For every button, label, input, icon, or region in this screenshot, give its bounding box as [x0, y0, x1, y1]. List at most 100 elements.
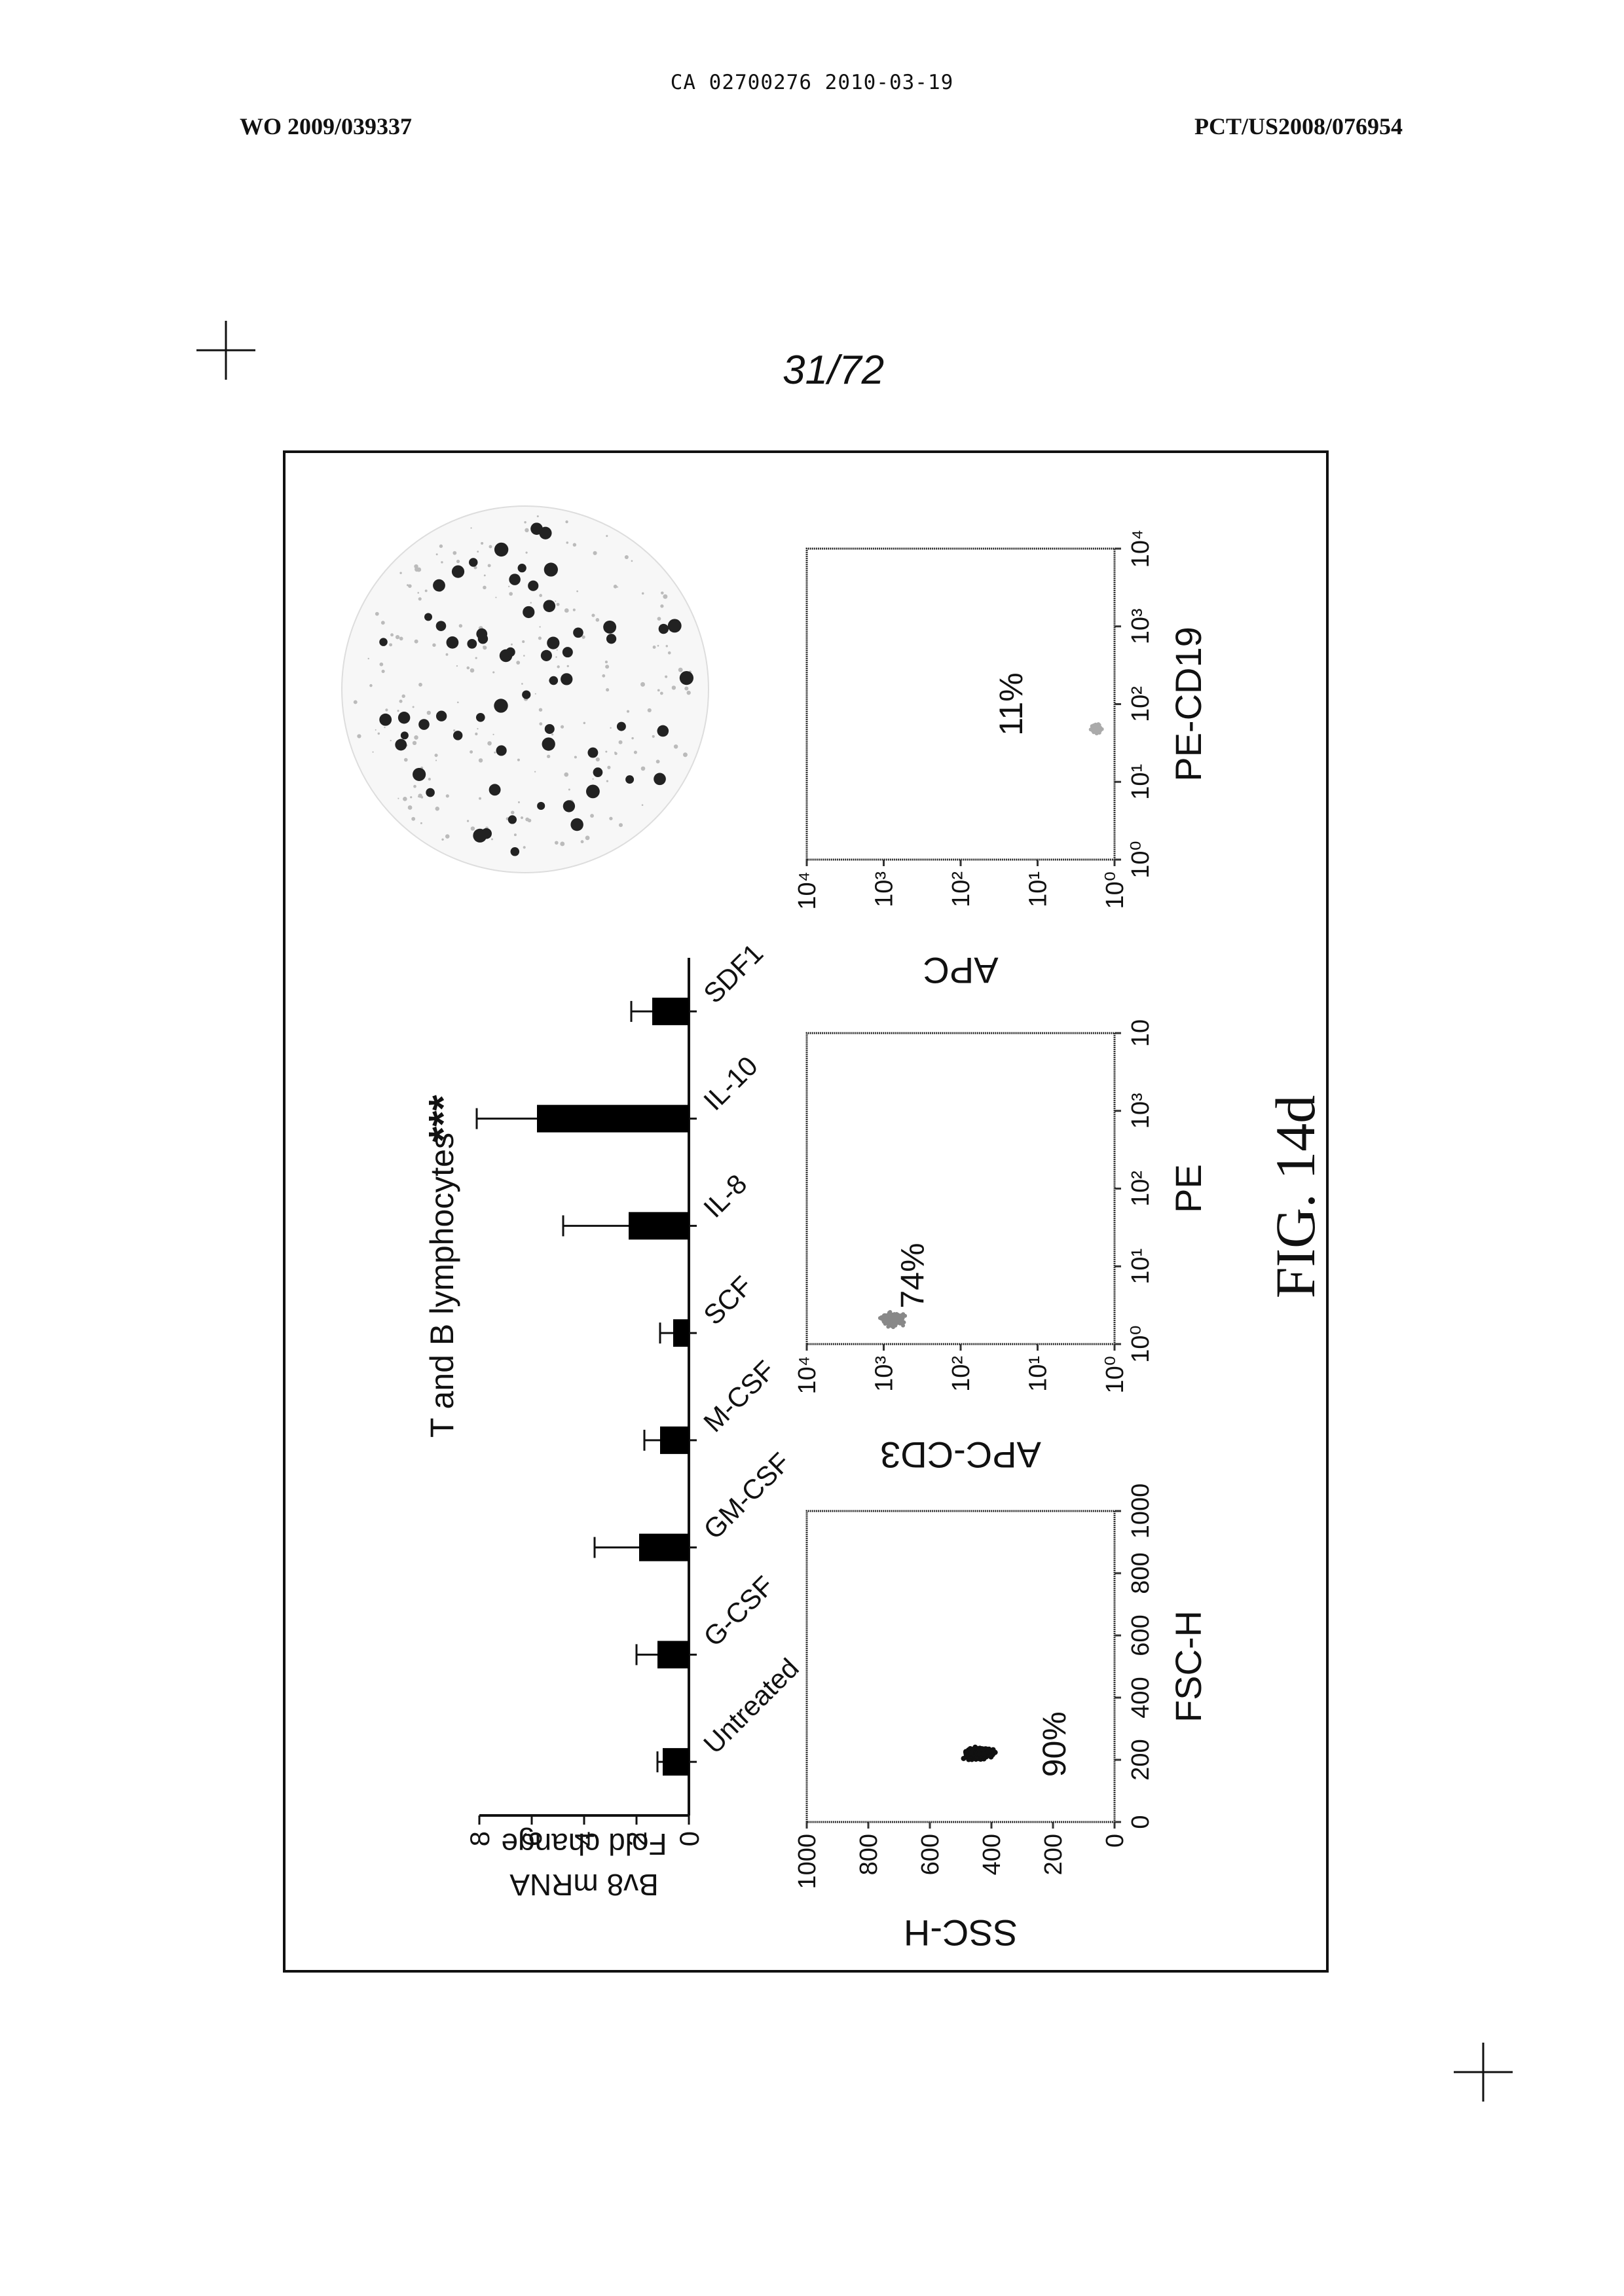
micrograph-speck [396, 635, 399, 639]
micrograph-speck [369, 684, 372, 687]
micrograph-speck [564, 608, 569, 613]
flow-xtick-label: 10⁰ [1127, 841, 1154, 879]
micrograph-speck [555, 600, 556, 602]
micrograph-speck [368, 658, 369, 659]
micrograph-speck [488, 564, 491, 567]
micrograph-stained-cell [563, 800, 575, 812]
micrograph-speck [625, 555, 629, 559]
micrograph-speck [605, 661, 608, 663]
micrograph-speck [565, 520, 568, 523]
micrograph-speck [627, 710, 629, 713]
flow-event-dot [972, 1745, 978, 1750]
micrograph-speck [467, 820, 469, 822]
micrograph-speck [428, 778, 431, 780]
micrograph-speck [605, 751, 607, 753]
micrograph-speck [590, 814, 594, 818]
micrograph-speck [602, 674, 605, 678]
flow-ytick-label: 600 [917, 1834, 944, 1875]
micrograph-speck [523, 655, 525, 657]
micrograph-speck [384, 727, 385, 728]
micrograph-speck [614, 585, 618, 589]
micrograph-speck [477, 728, 478, 729]
flow-ytick-label: 10⁰ [1101, 1356, 1129, 1394]
bar-untreated [663, 1748, 689, 1776]
micrograph-stained-cell [508, 815, 517, 824]
flow-ytick-label: 10⁰ [1101, 871, 1129, 909]
micrograph-speck [492, 671, 494, 673]
micrograph-speck [494, 752, 496, 754]
micrograph-speck [481, 542, 483, 545]
micrograph-speck [435, 759, 437, 761]
micrograph-stained-cell [511, 847, 520, 856]
flow-ytick-label: 400 [978, 1834, 1006, 1875]
micrograph-stained-cell [424, 613, 432, 621]
micrograph-speck [656, 759, 660, 763]
micrograph-stained-cell [544, 562, 558, 576]
micrograph-stained-cell [506, 647, 515, 657]
micrograph-field [342, 506, 709, 873]
micrograph-speck [441, 561, 443, 563]
flow-ytick-label: 10¹ [1025, 1356, 1052, 1392]
flow-xtick-label: 10⁰ [1127, 1325, 1154, 1363]
micrograph-speck [657, 645, 659, 647]
micrograph-stained-cell [469, 558, 477, 566]
micrograph-stained-cell [547, 636, 559, 649]
flow-ytick-label: 10³ [871, 1356, 898, 1392]
flow-plot-frame [807, 1033, 1115, 1344]
flow-ylabel: APC [923, 950, 998, 991]
cell-staining-micrograph [342, 506, 709, 873]
flow-event-dot [891, 1315, 895, 1319]
micrograph-speck [518, 801, 520, 803]
micrograph-speck [526, 552, 528, 554]
micrograph-speck [466, 666, 470, 670]
micrograph-speck [678, 668, 683, 672]
micrograph-speck [375, 729, 377, 731]
flow-xtick-label: 10¹ [1127, 764, 1154, 800]
micrograph-speck [607, 766, 610, 769]
micrograph-speck [439, 545, 443, 548]
micrograph-speck [452, 551, 456, 555]
micrograph-speck [401, 695, 405, 698]
micrograph-speck [687, 691, 691, 695]
micrograph-speck [413, 785, 416, 788]
micrograph-speck [619, 823, 623, 827]
micrograph-stained-cell [573, 627, 583, 638]
micrograph-speck [566, 541, 568, 544]
micrograph-speck [378, 733, 380, 735]
micrograph-speck [435, 807, 439, 811]
micrograph-stained-cell [436, 621, 447, 631]
micrograph-stained-cell [433, 579, 445, 592]
micrograph-stained-cell [509, 574, 521, 585]
micrograph-stained-cell [398, 712, 410, 723]
bar-xtick-label: IL-8 [697, 1168, 752, 1223]
micrograph-speck [459, 624, 462, 627]
bar-ytick-label: 0 [674, 1831, 705, 1846]
micrograph-speck [672, 685, 676, 689]
micrograph-speck [631, 737, 633, 739]
bar-chart-ylabel-line-2: Fold change [501, 1827, 667, 1861]
micrograph-speck [591, 613, 595, 617]
micrograph-speck [390, 633, 394, 636]
micrograph-speck [547, 755, 550, 758]
micrograph-stained-cell [523, 606, 534, 618]
micrograph-stained-cell [541, 650, 552, 661]
micrograph-stained-cell [496, 745, 507, 756]
micrograph-speck [539, 708, 542, 711]
flow-event-dot [888, 1321, 892, 1324]
micrograph-stained-cell [657, 725, 669, 737]
micrograph-speck [581, 635, 585, 638]
micrograph-stained-cell [476, 629, 487, 640]
micrograph-speck [407, 584, 409, 586]
micrograph-stained-cell [436, 711, 447, 721]
micrograph-speck [539, 594, 542, 597]
micrograph-stained-cell [494, 543, 508, 556]
bar-xtick-label: IL-10 [697, 1050, 764, 1116]
micrograph-speck [484, 574, 486, 576]
micrograph-speck [530, 602, 532, 604]
micrograph-speck [573, 609, 576, 611]
micrograph-speck [631, 560, 633, 562]
micrograph-speck [489, 545, 492, 548]
flow-ytick-label: 200 [1040, 1834, 1067, 1875]
micrograph-stained-cell [587, 748, 598, 758]
micrograph-stained-cell [586, 784, 600, 798]
